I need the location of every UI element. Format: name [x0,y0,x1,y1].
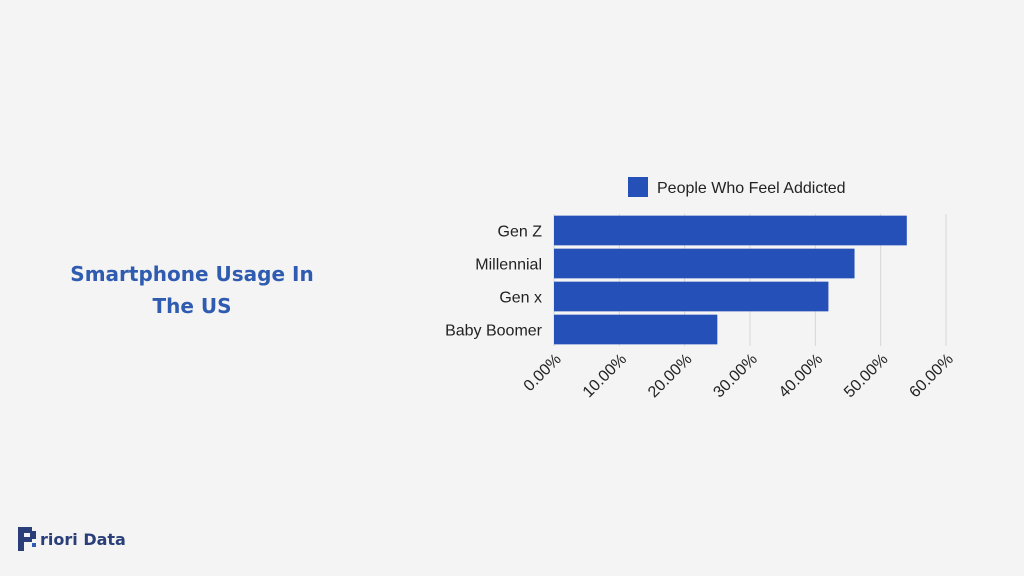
bar [554,215,907,246]
legend-label: People Who Feel Addicted [657,180,846,197]
legend: People Who Feel Addicted [628,177,846,197]
brand-name: riori Data [40,529,126,549]
logo-icon [18,527,36,551]
x-tick-label: 20.00% [645,351,695,401]
bar [554,281,829,312]
category-labels: Gen Z Millennial Gen x Baby Boomer [445,224,543,340]
x-tick-label: 10.00% [580,351,630,401]
bar [554,248,855,279]
bar [554,314,718,345]
x-tick-label: 30.00% [710,351,760,401]
x-tick-labels: 0.00% 10.00% 20.00% 30.00% 40.00% 50.00% 60.00… [521,351,957,401]
x-tick-label: 60.00% [906,351,956,401]
legend-swatch [628,177,648,197]
x-tick-label: 0.00% [521,351,565,395]
category-label: Baby Boomer [445,323,543,340]
category-label: Gen Z [498,224,543,241]
x-tick-label: 50.00% [841,351,891,401]
category-label: Millennial [475,257,542,274]
brand-logo: riori Data [16,524,126,554]
category-label: Gen x [499,290,542,307]
bars [554,215,907,345]
x-tick-label: 40.00% [776,351,826,401]
chart-title: Smartphone Usage In The US [70,262,314,318]
